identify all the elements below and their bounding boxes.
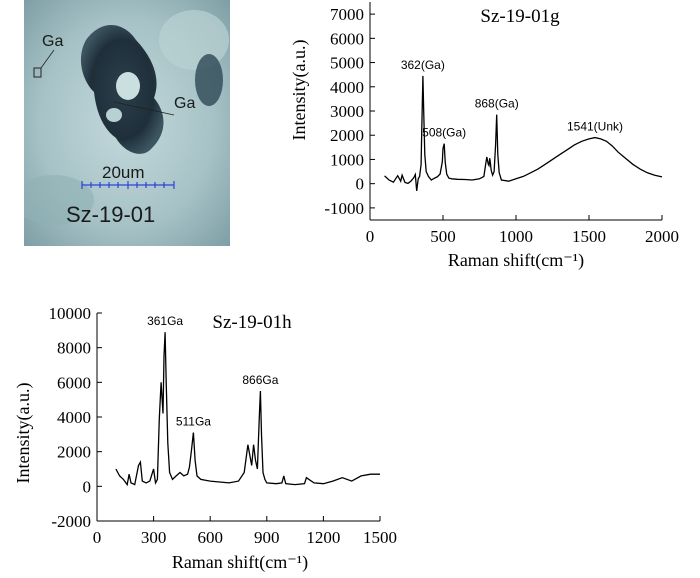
peak-label: 361Ga — [147, 314, 183, 328]
ga-leader-line — [40, 49, 55, 69]
y-tick-label: 3000 — [330, 102, 364, 121]
y-axis-label: Intensity(a.u.) — [289, 40, 310, 141]
x-tick-label: 1500 — [363, 528, 397, 547]
y-tick-label: 5000 — [330, 54, 364, 73]
raman-chart-h: Sz-19-01h 0 300 600 900 1200 1500 -2000020004… — [13, 304, 397, 573]
series-line — [384, 75, 663, 191]
x-tick-label: 900 — [254, 528, 280, 547]
raman-chart-g: Sz-19-01g 0 500 1000 1500 2000 -100001000200… — [289, 2, 679, 271]
peak-annotations: 362(Ga) 508(Ga) 868(Ga) 1541(Unk) — [401, 58, 623, 140]
chart-title: Sz-19-01g — [480, 6, 560, 27]
grain-inclusion — [106, 108, 122, 122]
y-tick-label: 1000 — [330, 150, 364, 169]
scale-label: 20um — [102, 163, 145, 182]
peak-label: 1541(Unk) — [567, 120, 623, 134]
scale-bar — [81, 181, 175, 189]
series-line — [115, 332, 380, 487]
y-tick-label: 7000 — [330, 5, 364, 24]
ga-leader-line — [113, 101, 175, 116]
y-tick-label: 4000 — [57, 408, 91, 427]
peak-label: 868(Ga) — [475, 97, 519, 111]
grain-inclusion — [116, 72, 140, 100]
peak-annotations: 361Ga 511Ga 866Ga — [147, 314, 279, 429]
micrograph-speckle — [195, 54, 223, 106]
x-tick-label: 2000 — [645, 227, 679, 246]
y-tick-label: 2000 — [57, 443, 91, 462]
y-axis-label: Intensity(a.u.) — [13, 383, 34, 484]
x-axis-label: Raman shift(cm⁻¹) — [448, 250, 584, 271]
x-tick-label: 1500 — [572, 227, 606, 246]
peak-label: 866Ga — [242, 373, 278, 387]
y-tick-label: 6000 — [330, 29, 364, 48]
peak-label: 511Ga — [176, 415, 211, 429]
x-ticks: 0 500 1000 1500 2000 — [366, 215, 679, 246]
y-tick-label: 0 — [356, 175, 365, 194]
y-tick-label: -1000 — [324, 199, 364, 218]
y-tick-label: 0 — [83, 477, 92, 496]
x-tick-label: 500 — [430, 227, 456, 246]
x-tick-label: 600 — [197, 528, 223, 547]
y-ticks: -1000 0 1000 2000 3000 4000 5000 6000 7000 — [324, 5, 375, 218]
sample-label: Sz-19-01 — [66, 202, 155, 227]
y-tick-label: -2000 — [51, 512, 91, 531]
peak-label: 508(Ga) — [422, 126, 466, 140]
y-tick-label: 2000 — [330, 126, 364, 145]
x-axis-label: Raman shift(cm⁻¹) — [172, 552, 308, 573]
y-tick-label: 4000 — [330, 78, 364, 97]
x-tick-label: 1000 — [499, 227, 533, 246]
y-tick-label: 6000 — [57, 373, 91, 392]
peak-label: 362(Ga) — [401, 58, 445, 72]
x-tick-label: 0 — [366, 227, 375, 246]
ga-label-2: Ga — [174, 95, 195, 112]
micrograph-image: Ga Ga 20um Sz-19-01 — [24, 0, 230, 246]
ga-label-1: Ga — [42, 33, 63, 50]
x-ticks: 0 300 600 900 1200 1500 — [93, 516, 397, 547]
chart-title: Sz-19-01h — [212, 312, 292, 333]
y-tick-label: 8000 — [57, 339, 91, 358]
ga-marker-box — [33, 67, 42, 78]
x-tick-label: 300 — [141, 528, 167, 547]
micrograph-speckle — [24, 175, 94, 225]
x-tick-label: 0 — [93, 528, 102, 547]
x-tick-label: 1200 — [306, 528, 340, 547]
y-tick-label: 10000 — [49, 304, 92, 323]
y-ticks: -2000 0 2000 4000 6000 8000 10000 — [49, 304, 102, 531]
